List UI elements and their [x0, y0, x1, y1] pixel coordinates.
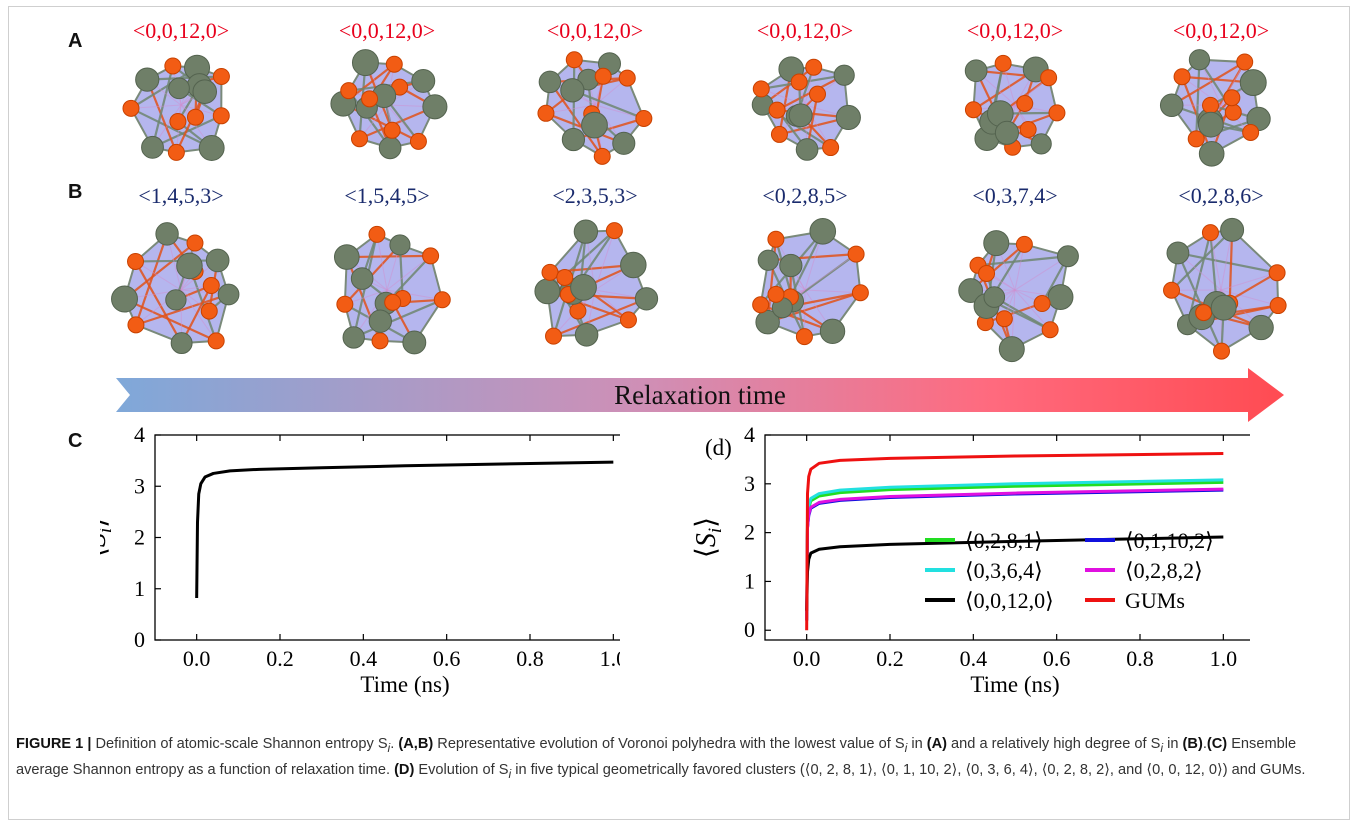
voronoi-label-b4: <0,2,8,5> [762, 183, 848, 208]
voronoi-label-a1: <0,0,12,0> [132, 18, 230, 43]
polyhedron-b3 [534, 219, 659, 347]
polyhedron-b5 [958, 230, 1079, 363]
series-line-d-5 [805, 452, 1224, 631]
y-tick-label-c-3: 3 [134, 473, 145, 498]
y-axis-label-c: ⟨Si⟩ [100, 517, 116, 558]
caption-part-7: in [1163, 736, 1183, 752]
x-axis-label-c: Time (ns) [360, 672, 449, 697]
y-axis-label-d: ⟨Si⟩ [691, 517, 726, 558]
polyhedron-b4 [752, 218, 869, 346]
caption-part-5: (A) [926, 736, 947, 752]
y-tick-label-c-4: 4 [134, 425, 145, 447]
x-tick-label-c-1: 0.2 [266, 646, 294, 671]
caption-part-8: (B) [1182, 736, 1203, 752]
y-tick-label-c-0: 0 [134, 627, 145, 652]
polyhedron-a1 [122, 54, 230, 161]
x-tick-label-d-0: 0.0 [793, 646, 821, 671]
legend-label-0: ⟨0,2,8,1⟩ [965, 528, 1043, 553]
panel-c-label: C [68, 430, 83, 452]
caption-subscript-3: i [904, 740, 908, 755]
panel-a-label: A [68, 30, 83, 52]
x-tick-label-c-5: 1.0 [600, 646, 620, 671]
caption-subscript-0: i [387, 740, 391, 755]
voronoi-label-b5: <0,3,7,4> [972, 183, 1058, 208]
y-tick-label-d-2: 2 [744, 520, 755, 545]
caption-part-10: (C) [1206, 736, 1228, 752]
voronoi-label-a6: <0,0,12,0> [1172, 18, 1270, 43]
y-tick-label-d-4: 4 [744, 425, 755, 447]
legend-label-4: ⟨0,0,12,0⟩ [965, 588, 1054, 613]
x-tick-label-d-2: 0.4 [960, 646, 988, 671]
caption-part-14: in five typical geometrically favored cl… [511, 761, 1306, 778]
legend-label-3: ⟨0,2,8,2⟩ [1125, 558, 1203, 583]
caption-part-0: Definition of atomic-scale Shannon entro… [91, 736, 388, 752]
y-tick-label-c-1: 1 [134, 576, 145, 601]
polyhedron-b1 [111, 222, 240, 355]
legend-label-5: GUMs [1125, 588, 1185, 613]
x-tick-label-d-4: 0.8 [1126, 646, 1154, 671]
panel-b-label: B [68, 181, 83, 203]
polyhedron-a5 [964, 54, 1066, 156]
x-tick-label-c-3: 0.6 [433, 646, 461, 671]
figure-caption: FIGURE 1 | Definition of atomic-scale Sh… [16, 733, 1338, 785]
voronoi-label-b3: <2,3,5,3> [552, 183, 638, 208]
caption-subscript-6: i [1160, 740, 1164, 755]
legend-label-2: ⟨0,3,6,4⟩ [965, 558, 1043, 583]
voronoi-label-b1: <1,4,5,3> [138, 183, 224, 208]
caption-part-11: Ensemble average Shannon entropy as a fu… [16, 736, 1297, 778]
y-tick-label-c-2: 2 [134, 525, 145, 550]
caption-part-9: . [1202, 736, 1207, 752]
voronoi-label-a5: <0,0,12,0> [966, 18, 1064, 43]
voronoi-polyhedra-illustration [111, 49, 1287, 363]
x-tick-label-c-4: 0.8 [516, 646, 544, 671]
relaxation-time-arrow [116, 368, 1284, 422]
voronoi-label-b6: <0,2,8,6> [1178, 183, 1264, 208]
y-tick-label-d-3: 3 [744, 471, 755, 496]
y-tick-label-d-1: 1 [744, 568, 755, 593]
polyhedron-a3 [537, 51, 653, 165]
caption-figure-label: FIGURE 1 | [16, 736, 92, 752]
voronoi-label-a4: <0,0,12,0> [756, 18, 854, 43]
panel-d-label: (d) [705, 435, 732, 460]
polyhedron-b6 [1163, 217, 1287, 360]
caption-part-6: and a relatively high degree of S [947, 736, 1161, 752]
voronoi-label-a2: <0,0,12,0> [338, 18, 436, 43]
polyhedron-a2 [330, 49, 448, 160]
polyhedron-b2 [333, 225, 451, 355]
voronoi-label-a3: <0,0,12,0> [546, 18, 644, 43]
figure-frame [8, 6, 1350, 820]
caption-part-4: in [907, 736, 927, 752]
x-tick-label-c-0: 0.0 [183, 646, 211, 671]
arrow-label: Relaxation time [614, 380, 786, 410]
legend-label-1: ⟨0,1,10,2⟩ [1125, 528, 1214, 553]
series-line-c-0 [195, 460, 614, 598]
x-tick-label-d-5: 1.0 [1210, 646, 1238, 671]
x-axis-label-d: Time (ns) [970, 672, 1059, 697]
caption-subscript-13: i [508, 766, 512, 781]
polyhedron-a6 [1159, 49, 1271, 167]
caption-part-3: Representative evolution of Voronoi poly… [433, 736, 905, 752]
chart-panel-d: 0.0 0.2 0.4 0.6 0.8 1.0 0 1 2 3 4 Time (ns) ⟨Si⟩ ⟨0,2… [691, 425, 1250, 697]
x-tick-label-d-3: 0.6 [1043, 646, 1071, 671]
caption-part-2: (A,B) [398, 736, 434, 752]
x-tick-label-c-2: 0.4 [350, 646, 378, 671]
caption-part-13: Evolution of S [414, 761, 509, 778]
caption-part-12: (D) [394, 761, 415, 778]
x-tick-label-d-1: 0.2 [876, 646, 904, 671]
chart-panel-c: 0.0 0.2 0.4 0.6 0.8 1.0 0 1 2 3 4 Time (ns) ⟨Si⟩ [100, 425, 620, 697]
caption-part-1: . [390, 736, 399, 752]
voronoi-label-b2: <1,5,4,5> [344, 183, 430, 208]
polyhedron-a4 [751, 56, 861, 161]
y-tick-label-d-0: 0 [744, 617, 755, 642]
plot-frame-d [764, 434, 1250, 641]
